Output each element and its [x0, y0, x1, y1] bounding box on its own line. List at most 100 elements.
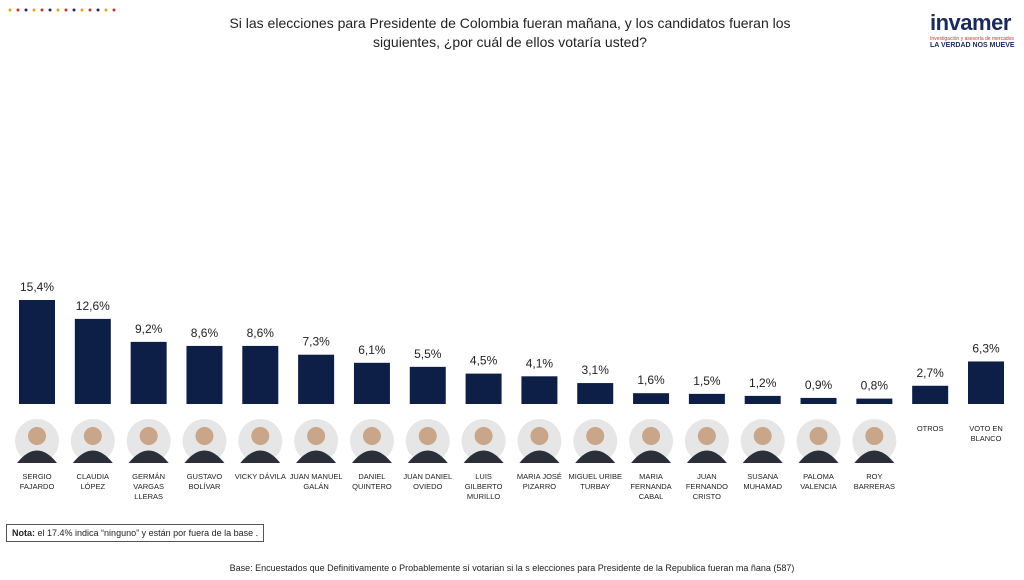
category-label: GUSTAVO BOLÍVAR	[186, 472, 223, 491]
photo-head	[28, 427, 46, 445]
decor-dot	[56, 8, 60, 12]
bar	[912, 385, 949, 404]
photo-head	[642, 427, 661, 445]
chart-title: Si las elecciones para Presidente de Col…	[229, 15, 791, 50]
category-label: CLAUDIA LÓPEZ	[76, 472, 110, 491]
photo-body	[240, 450, 281, 463]
value-label: 1,5%	[693, 374, 721, 388]
photo-head	[530, 427, 549, 445]
photo-head	[418, 427, 437, 445]
category-label: DANIEL QUINTERO	[352, 472, 392, 491]
category-label: ROY BARRERAS	[853, 472, 895, 491]
photo-body	[463, 450, 504, 463]
decor-dot	[8, 8, 12, 12]
category-label: VOTO EN BLANCO	[969, 424, 1003, 443]
value-label: 7,3%	[302, 335, 330, 349]
photo-body	[17, 450, 57, 463]
photo-body	[407, 450, 448, 463]
value-label: 0,8%	[861, 379, 889, 393]
photo-body	[854, 450, 895, 463]
value-label: 1,6%	[637, 373, 665, 387]
value-label: 4,1%	[526, 356, 554, 370]
category-label: JUAN MANUEL GALÁN	[289, 472, 343, 491]
logo-tagline: LA VERDAD NOS MUEVE	[930, 42, 1015, 49]
logo-text: invamer	[930, 10, 1011, 35]
bar	[130, 341, 167, 404]
decor-dot	[104, 8, 108, 12]
photo-head	[809, 427, 828, 445]
bar	[353, 362, 390, 404]
decor-dot	[32, 8, 36, 12]
bar	[19, 300, 55, 404]
photo-head	[139, 427, 158, 445]
photo-body	[742, 450, 783, 463]
logo: invamer Investigación y asesoría de merc…	[930, 10, 1020, 49]
photo-head	[753, 427, 772, 445]
photo-body	[575, 450, 616, 463]
decor-dot	[40, 8, 44, 12]
category-label: LUIS GILBERTO MURILLO	[464, 472, 503, 501]
value-label: 15,4%	[20, 280, 54, 294]
decor-dot	[96, 8, 100, 12]
note-text: el 17.4% indica “ninguno” y están por fu…	[37, 528, 259, 538]
bar	[856, 398, 893, 404]
photo-head	[586, 427, 605, 445]
photo-head	[251, 427, 270, 445]
category-label: MARIA FERNANDA CABAL	[630, 472, 672, 501]
value-label: 3,1%	[582, 363, 610, 377]
bar	[577, 383, 614, 404]
bar	[744, 395, 781, 404]
bar	[688, 393, 725, 404]
category-label: SUSANA MUHAMAD	[743, 472, 783, 491]
logo-subtitle: Investigación y asesoría de mercados	[930, 36, 1014, 42]
photo-body	[351, 450, 392, 463]
decor-dot	[16, 8, 20, 12]
photo-body	[184, 450, 225, 463]
base-note: Base: Encuestados que Definitivamente o …	[229, 563, 795, 573]
category-label: JUAN DANIEL OVIEDO	[403, 472, 453, 491]
decor-dot	[48, 8, 52, 12]
photo-head	[697, 427, 716, 445]
category-label: GERMÁN VARGAS LLERAS	[132, 472, 166, 501]
bar	[521, 376, 558, 404]
photo-head	[362, 427, 381, 445]
bar	[298, 354, 335, 404]
bar	[633, 393, 670, 404]
value-label: 9,2%	[135, 322, 163, 336]
value-label: 6,3%	[972, 341, 1000, 355]
photo-head	[474, 427, 493, 445]
photo-head	[307, 427, 326, 445]
decor-dot	[88, 8, 92, 12]
photo-body	[686, 450, 727, 463]
photo-body	[798, 450, 839, 463]
category-label: MIGUEL URIBE TURBAY	[568, 472, 622, 491]
photo-head	[865, 427, 884, 445]
value-label: 0,9%	[805, 378, 833, 392]
photo-body	[128, 450, 169, 463]
photo-body	[519, 450, 560, 463]
photo-body	[72, 450, 113, 463]
bar	[186, 345, 223, 404]
bar	[968, 361, 1004, 404]
bar	[242, 345, 279, 404]
value-label: 1,2%	[749, 376, 777, 390]
bar	[465, 373, 502, 404]
decor-dot	[24, 8, 28, 12]
category-label: PALOMA VALENCIA	[800, 472, 837, 491]
value-label: 6,1%	[358, 343, 386, 357]
decor-dot	[72, 8, 76, 12]
bar	[74, 318, 111, 404]
decor-dot	[112, 8, 116, 12]
category-label: VICKY DÁVILA	[234, 472, 286, 481]
category-label: MARIA JOSÉ PIZARRO	[516, 472, 562, 491]
photo-body	[631, 450, 672, 463]
note-label: Nota:	[12, 528, 35, 538]
photo-body	[296, 450, 337, 463]
value-label: 4,5%	[470, 354, 498, 368]
value-label: 5,5%	[414, 347, 442, 361]
value-label: 8,6%	[247, 326, 275, 340]
note: Nota: el 17.4% indica “ninguno” y están …	[6, 524, 265, 542]
photo-head	[195, 427, 214, 445]
